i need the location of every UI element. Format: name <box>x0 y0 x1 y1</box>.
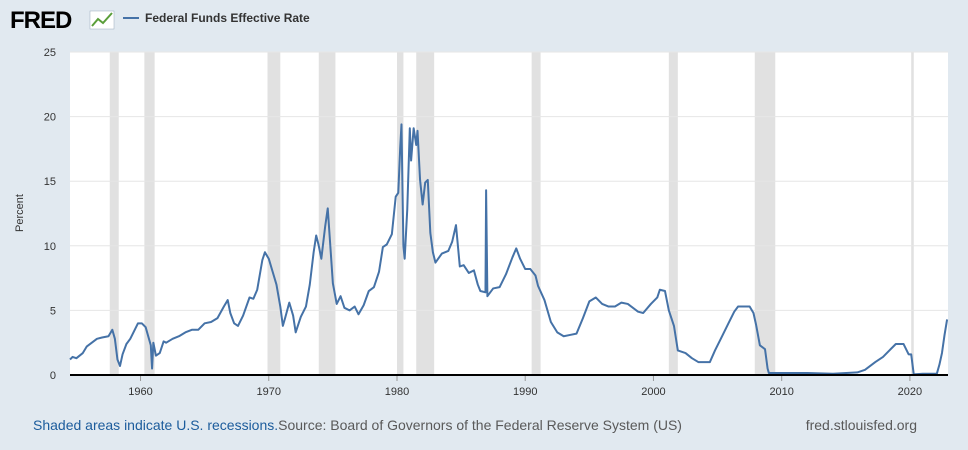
recession-shade <box>531 52 541 375</box>
y-tick-label: 0 <box>50 370 56 382</box>
footer: Shaded areas indicate U.S. recessions.So… <box>33 417 933 433</box>
logo: FRED <box>10 7 72 34</box>
x-tick-label: 1980 <box>385 386 409 398</box>
recession-shade <box>754 52 776 375</box>
x-tick-label: 1990 <box>513 386 537 398</box>
x-tick-label: 2020 <box>898 386 922 398</box>
series-line <box>69 123 949 376</box>
x-tick-label: 1970 <box>257 386 281 398</box>
plot-area <box>70 52 948 375</box>
y-tick-label: 20 <box>44 112 56 124</box>
recession-shade <box>144 52 155 375</box>
x-tick-label: 2000 <box>641 386 665 398</box>
y-tick-label: 10 <box>44 241 56 253</box>
recession-shade <box>396 52 404 375</box>
recession-shade <box>109 52 119 375</box>
recession-shade <box>668 52 678 375</box>
y-tick-label: 5 <box>50 305 56 317</box>
logo-icon <box>89 10 115 30</box>
recession-shade <box>267 52 281 375</box>
chart: FRED Federal Funds Effective Rate Percen… <box>10 7 949 398</box>
y-tick-label: 15 <box>44 176 56 188</box>
legend-label: Federal Funds Effective Rate <box>145 11 310 25</box>
y-axis-label: Percent <box>14 194 26 232</box>
recession-note[interactable]: Shaded areas indicate U.S. recessions. <box>33 417 279 433</box>
x-tick-label: 1960 <box>128 386 152 398</box>
y-tick-label: 25 <box>44 47 56 59</box>
source: Source: Board of Governors of the Federa… <box>278 417 682 433</box>
recession-shade <box>911 52 914 375</box>
x-tick-label: 2010 <box>769 386 793 398</box>
recession-shade <box>416 52 435 375</box>
site: fred.stlouisfed.org <box>805 417 917 433</box>
